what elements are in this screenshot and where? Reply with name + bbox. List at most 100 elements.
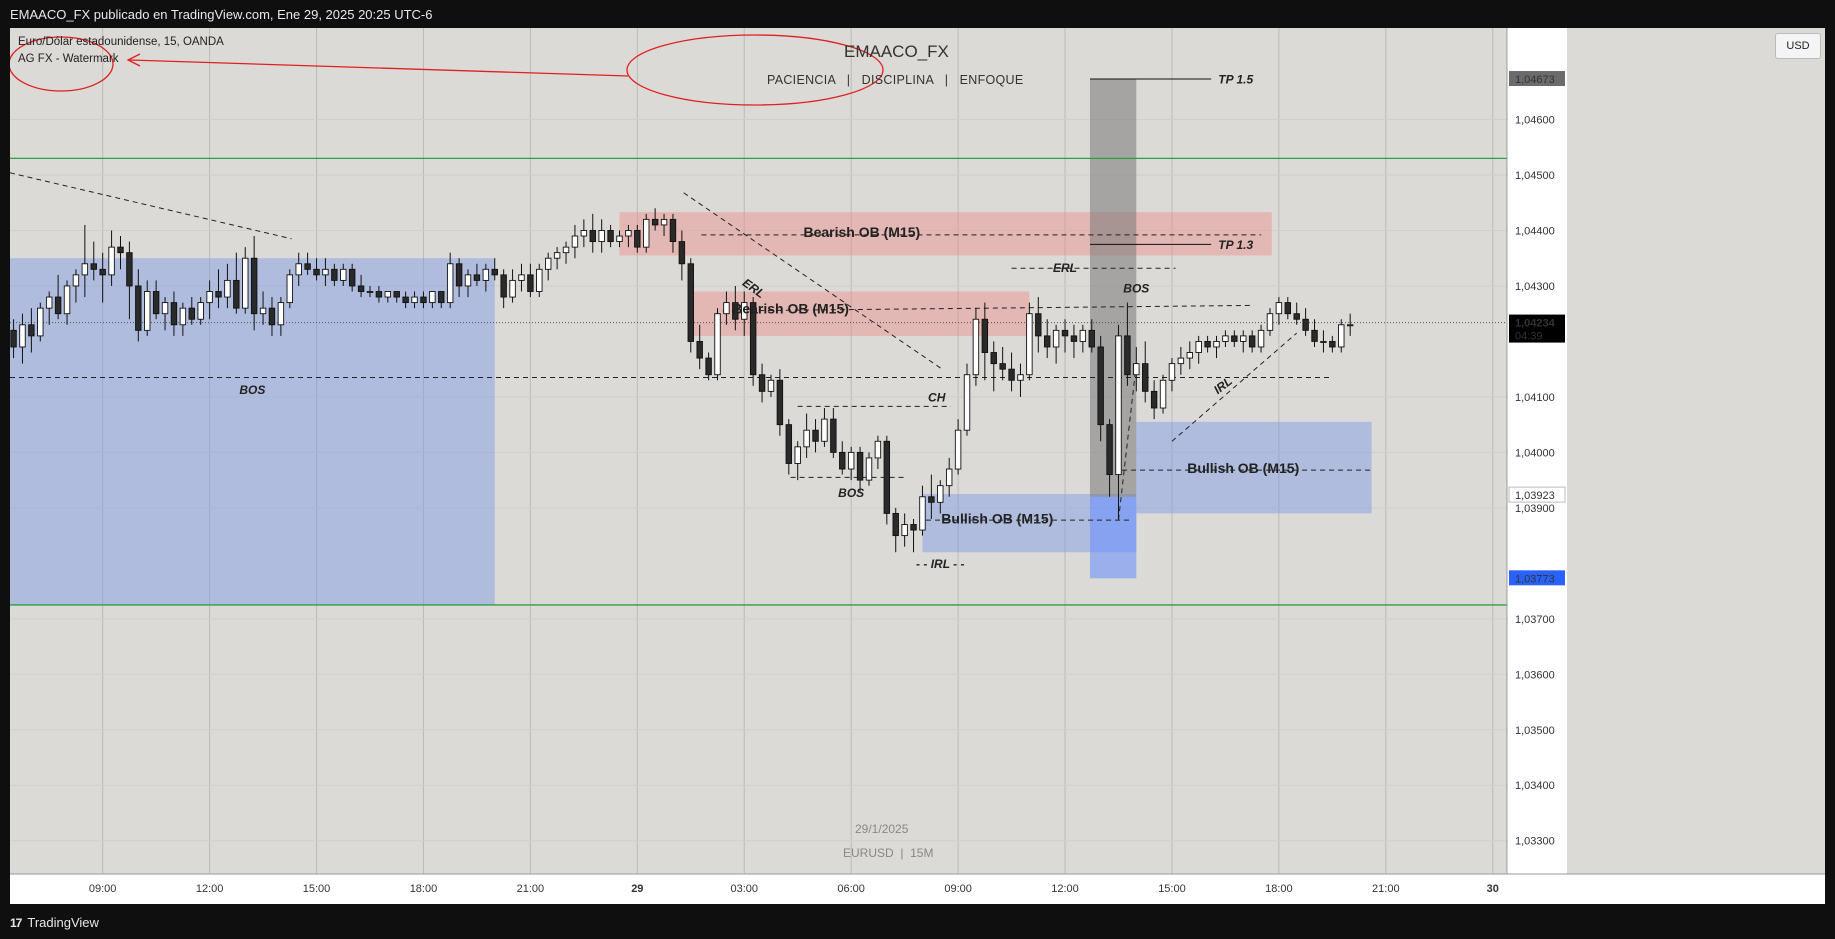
bullish-ob-upper-zone <box>1136 421 1372 514</box>
candle-body <box>37 307 44 337</box>
candle-body <box>544 257 552 270</box>
candle-body <box>1088 329 1095 348</box>
tradingview-logo[interactable]: 17 TradingView <box>10 915 99 930</box>
candle-body <box>242 257 249 309</box>
candle-body <box>1302 318 1309 331</box>
candle-body <box>90 263 97 270</box>
candle-body <box>1248 335 1256 348</box>
candle-body <box>741 302 748 320</box>
candle-body <box>1222 335 1229 342</box>
candle-body <box>812 429 819 442</box>
candle-body <box>1257 329 1265 348</box>
price-badge-label: 1,03923 <box>1515 490 1555 502</box>
candle-body <box>1097 346 1104 426</box>
time-axis <box>10 874 1825 904</box>
candle-body <box>277 302 285 326</box>
bearish-ob-lower-midline <box>722 304 1254 312</box>
candle-body <box>830 418 837 453</box>
candle-body <box>429 291 436 304</box>
price-badge <box>1509 570 1565 586</box>
bearish-ob-upper-zone <box>619 212 1272 256</box>
candle-body <box>803 429 810 448</box>
candle-body <box>963 374 971 431</box>
watermark-subtitle: PACIENCIA | DISCIPLINA | ENFOQUE <box>767 73 1024 87</box>
candle-body <box>1338 324 1345 348</box>
candle-body <box>63 285 71 315</box>
candle-body <box>669 218 677 243</box>
indicator-highlight-circle <box>10 36 114 92</box>
erl-diagonal-dashed <box>683 192 945 371</box>
candle-body <box>348 268 356 287</box>
candle-body <box>1052 329 1060 348</box>
candle-body <box>625 230 632 237</box>
candle-body <box>1213 340 1220 348</box>
candle-body <box>954 429 962 470</box>
currency-button[interactable]: USD <box>1775 33 1821 59</box>
time-tick-label: 18:00 <box>1265 883 1293 895</box>
candle-body <box>580 230 588 237</box>
time-tick-label: 12:00 <box>196 883 224 895</box>
candle-body <box>1177 357 1185 365</box>
candle-body <box>331 268 338 281</box>
bos-middle: BOS <box>838 486 864 500</box>
candle-body <box>340 268 347 281</box>
candle-body <box>999 363 1006 370</box>
position-risk-zone <box>1089 496 1137 579</box>
candle-body <box>1231 335 1238 342</box>
candle-body <box>723 302 730 315</box>
candlestick-chart[interactable]: BOS Bearish OB (M15) Bearish OB (M15) ERL CH… <box>10 28 1825 904</box>
candle-body <box>1346 324 1354 327</box>
candle-body <box>990 352 997 365</box>
candle-body <box>10 329 17 348</box>
candle-body <box>892 512 899 537</box>
symbol-legend[interactable]: Euro/Dólar estadounidense, 15, OANDA <box>18 36 224 48</box>
watermark-title: EMAACO_FX <box>844 42 949 61</box>
price-badge-label: 1,03773 <box>1515 573 1555 585</box>
candle-body <box>1124 335 1131 376</box>
candle-body <box>500 274 507 298</box>
price-badge <box>1508 486 1566 503</box>
candle-body <box>259 307 267 315</box>
chart-pane[interactable]: BOS Bearish OB (M15) Bearish OB (M15) ERL CH… <box>10 28 1825 904</box>
candle-body <box>491 268 498 276</box>
candle-body <box>366 291 374 293</box>
price-tick-label: 1,04300 <box>1515 281 1555 293</box>
candle-body <box>794 446 801 464</box>
annotation-arrow-line <box>129 59 629 77</box>
candle-body <box>919 496 926 531</box>
candle-body <box>126 252 133 287</box>
candle-body <box>767 379 775 392</box>
candle-body <box>651 218 659 226</box>
time-tick-label: 30 <box>1487 883 1499 895</box>
irl-right-dashed <box>1171 332 1298 442</box>
ch-label: CH <box>928 390 946 404</box>
candle-body <box>215 291 222 298</box>
candle-body <box>571 235 579 248</box>
candle-body <box>438 291 445 304</box>
time-tick-label: 15:00 <box>303 883 331 895</box>
candle-body <box>161 302 169 315</box>
candle-body <box>714 313 721 376</box>
candle-body <box>883 440 891 514</box>
candle-body <box>634 230 641 248</box>
candle-body <box>117 246 124 254</box>
indicator-legend[interactable]: AG FX - Watermark <box>18 53 119 65</box>
time-tick-label: 09:00 <box>944 883 972 895</box>
candle-body <box>981 318 989 353</box>
tradingview-logo-icon: 17 <box>10 915 22 930</box>
candle-body <box>482 268 490 281</box>
price-tick-label: 1,04500 <box>1515 170 1555 182</box>
candle-body <box>357 285 365 292</box>
candle-body <box>1275 302 1283 315</box>
candle-body <box>152 291 160 315</box>
candle-body <box>910 524 917 531</box>
tp-13: TP 1.3 <box>1218 238 1253 252</box>
candle-body <box>945 468 953 487</box>
candle-body <box>598 230 605 243</box>
candle-body <box>874 440 882 459</box>
candle-body <box>1266 313 1274 331</box>
price-tick-label: 1,03900 <box>1515 503 1555 515</box>
price-badge <box>1509 71 1565 87</box>
candle-body <box>72 274 80 287</box>
candle-body <box>411 296 418 304</box>
